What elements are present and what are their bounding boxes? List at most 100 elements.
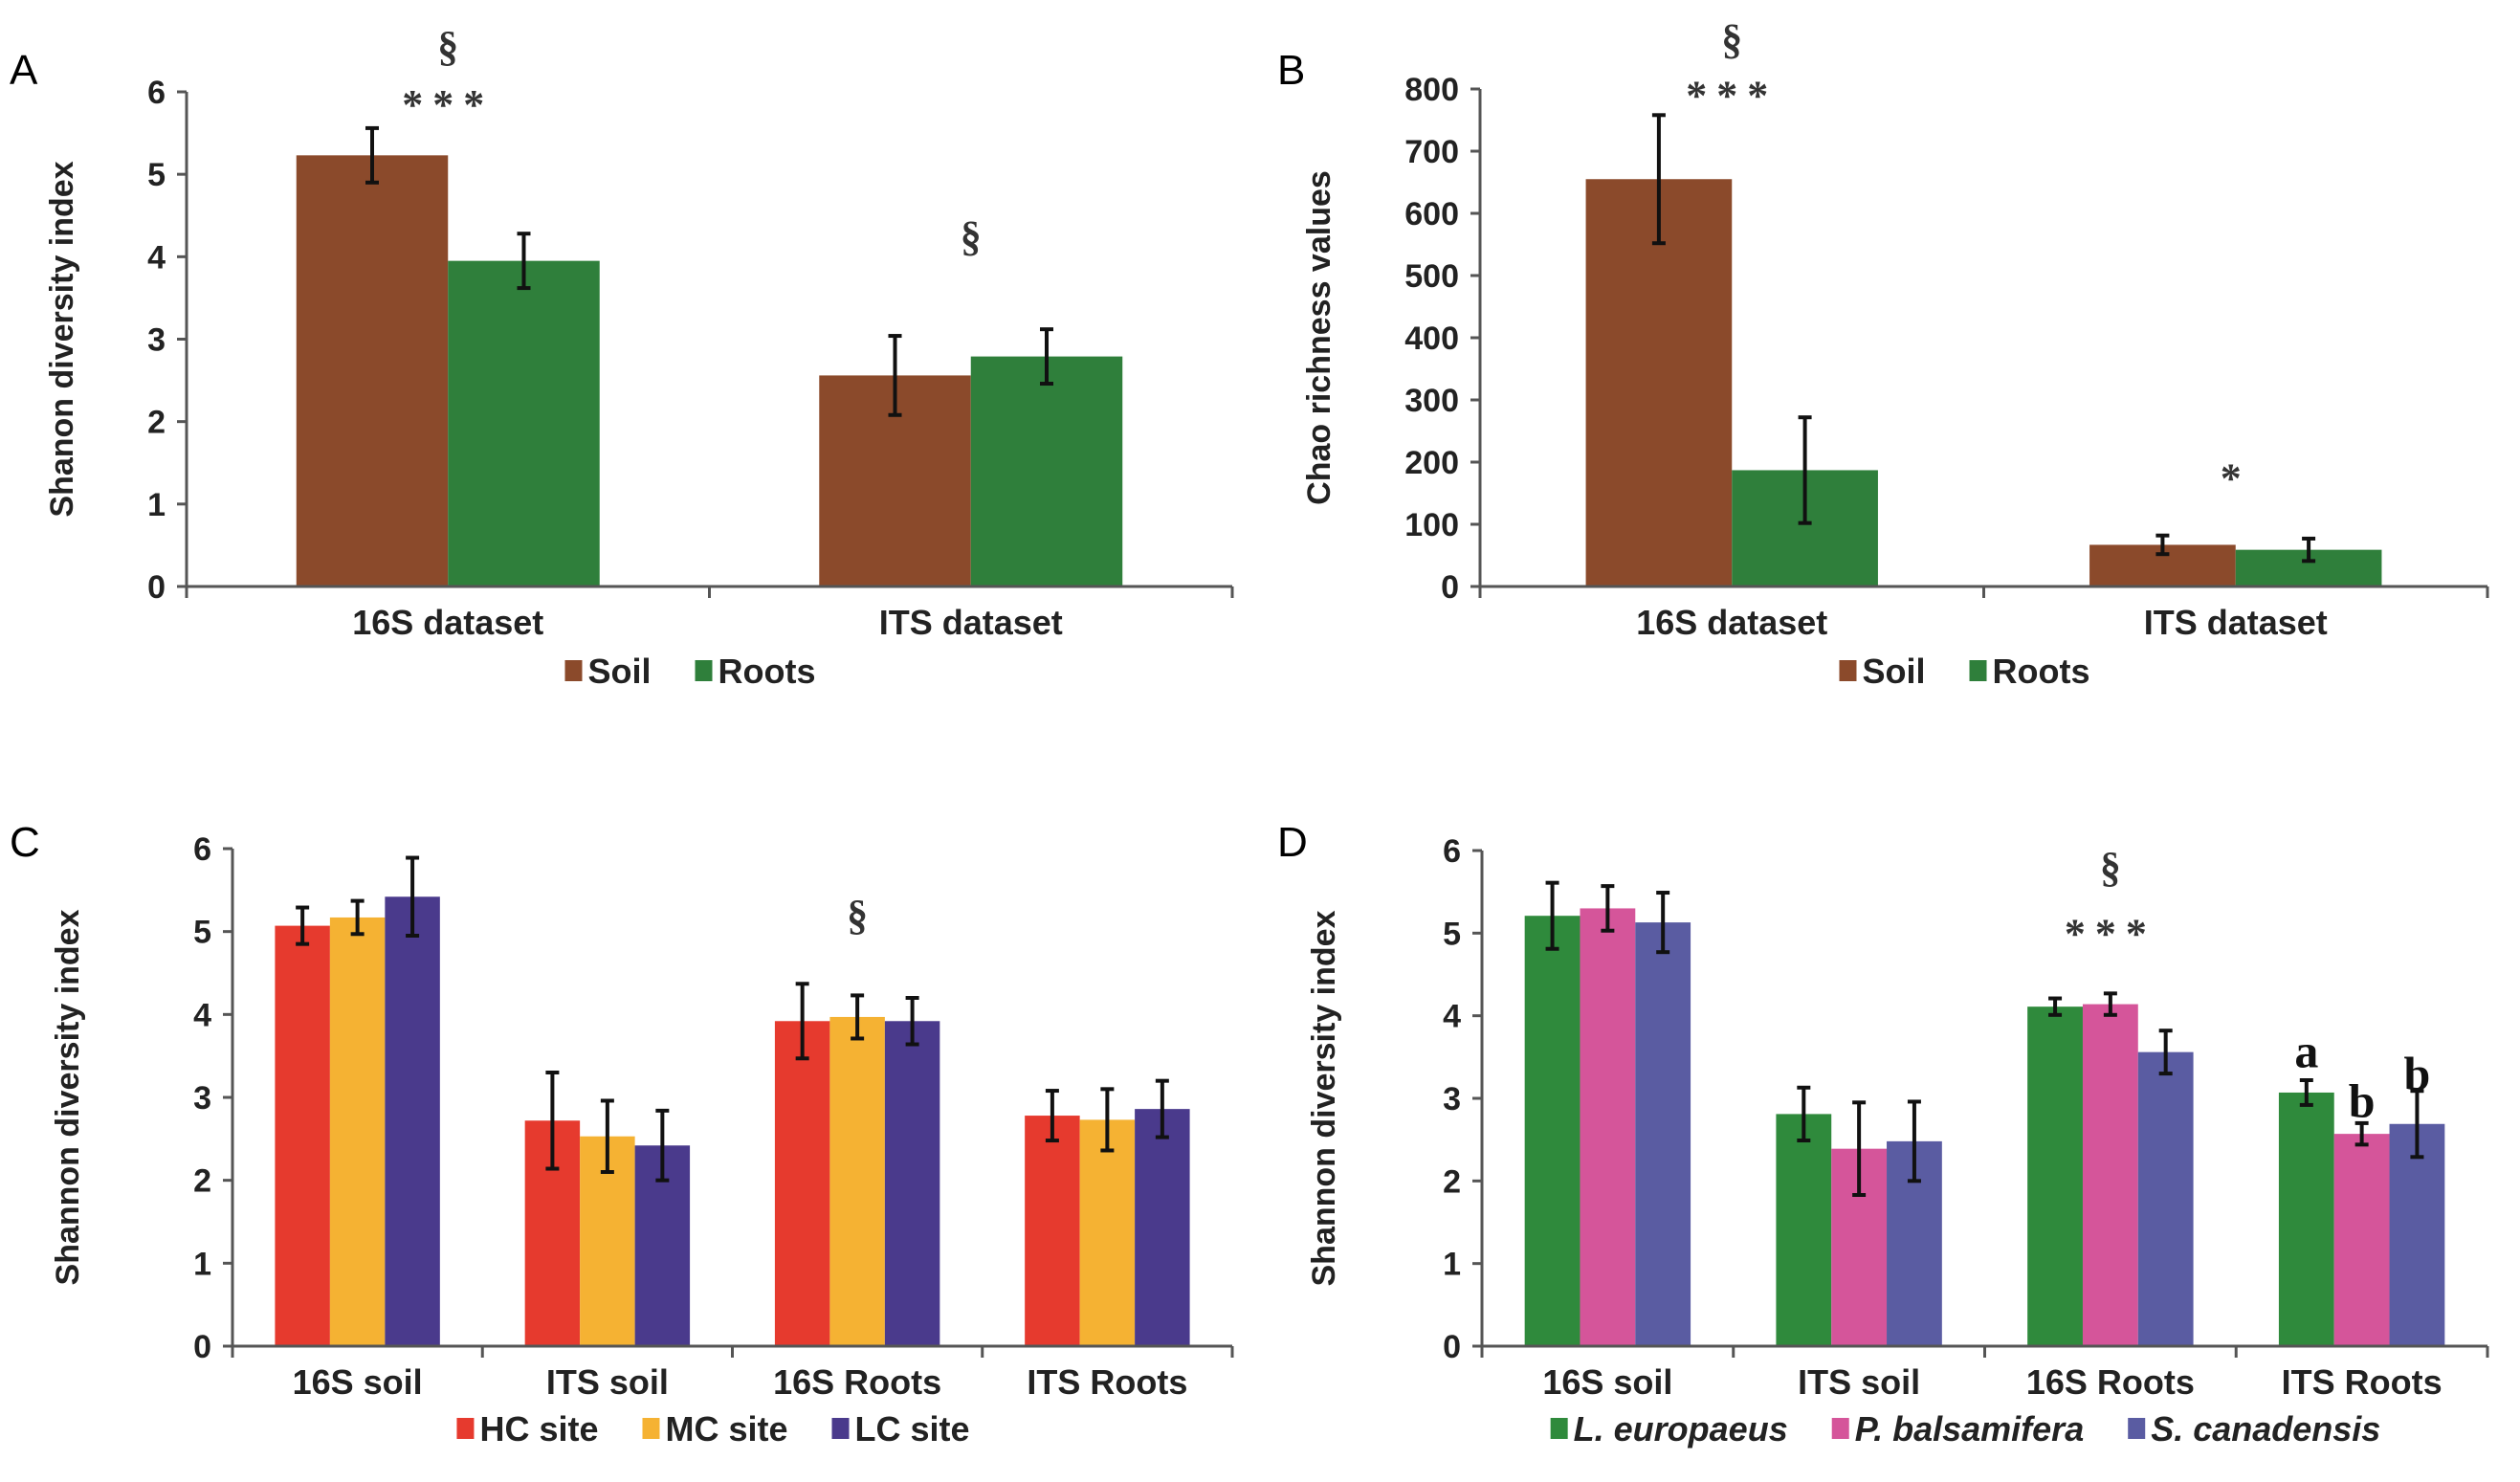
error-bar (1100, 1087, 1115, 1153)
y-tick-label: 5 (193, 915, 211, 951)
error-bar (1907, 1099, 1921, 1183)
y-axis-title: Shannon diversity index (50, 909, 86, 1285)
y-tick-label: 4 (1443, 999, 1461, 1035)
x-tick-label: 16S Roots (2026, 1362, 2195, 1402)
bar (1524, 916, 1581, 1346)
legend-label: L. europaeus (1574, 1409, 1788, 1449)
bar (1135, 1109, 1190, 1346)
significance-annotation: § (847, 892, 868, 939)
error-bar (517, 232, 531, 291)
bar (2027, 1006, 2083, 1346)
y-tick-label: 500 (1404, 258, 1459, 295)
bar (275, 925, 330, 1346)
legend-label: Soil (1862, 652, 1925, 691)
error-bar (350, 898, 365, 937)
error-bar (851, 993, 865, 1041)
y-tick-label: 5 (147, 157, 166, 193)
error-bar (1656, 891, 1670, 955)
y-axis-title: Shannon diversity index (1306, 910, 1342, 1286)
error-bar (2048, 996, 2063, 1017)
legend-swatch (1831, 1418, 1849, 1439)
bar (1776, 1114, 1832, 1346)
significance-annotation: b (2349, 1073, 2376, 1127)
legend-swatch (1969, 660, 1987, 681)
y-tick-label: 0 (193, 1329, 211, 1365)
error-bar (545, 1071, 560, 1171)
legend-label: Roots (1993, 652, 2090, 691)
legend-label: MC site (665, 1409, 787, 1449)
legend-swatch (2128, 1418, 2146, 1439)
y-tick-label: 1 (193, 1246, 211, 1282)
y-tick-label: 3 (193, 1080, 211, 1117)
legend-label: Roots (718, 652, 816, 691)
legend-label: LC site (855, 1409, 970, 1449)
panel-letter: D (1277, 819, 1308, 866)
y-tick-label: 3 (147, 322, 166, 359)
y-tick-label: 6 (193, 831, 211, 868)
error-bar (1852, 1100, 1867, 1198)
y-tick-label: 5 (1443, 916, 1461, 952)
legend-label: Soil (587, 652, 651, 691)
bar (1580, 908, 1636, 1346)
y-tick-label: 300 (1404, 383, 1459, 419)
error-bar (2410, 1089, 2424, 1160)
error-bar (600, 1098, 614, 1174)
x-tick-label: 16S soil (293, 1362, 423, 1402)
x-tick-label: ITS Roots (1027, 1362, 1187, 1402)
error-bar (1797, 1085, 1811, 1143)
bar (2278, 1092, 2334, 1346)
y-axis-title: Shanon diversity index (44, 161, 80, 517)
legend-swatch (1550, 1418, 1568, 1439)
panel-letter: C (10, 819, 40, 866)
y-tick-label: 3 (1443, 1081, 1461, 1117)
y-tick-label: 0 (1443, 1329, 1461, 1365)
y-tick-label: 2 (193, 1163, 211, 1200)
error-bar (2354, 1120, 2369, 1147)
error-bar (1545, 880, 1559, 951)
error-bar (2302, 536, 2316, 564)
y-axis-title: Chao richness values (1301, 170, 1337, 505)
bar (296, 155, 449, 586)
x-tick-label: ITS dataset (879, 603, 1063, 642)
error-bar (1798, 415, 1812, 525)
bar (774, 1021, 830, 1346)
y-tick-label: 0 (147, 569, 166, 606)
y-tick-label: 1 (1443, 1247, 1461, 1283)
error-bar (1045, 1089, 1059, 1143)
x-tick-label: ITS Roots (2282, 1362, 2443, 1402)
bar (448, 260, 600, 586)
error-bar (888, 334, 902, 417)
y-tick-label: 2 (147, 405, 166, 441)
bar (1635, 922, 1691, 1346)
error-bar (1651, 113, 1666, 246)
error-bar (296, 905, 310, 946)
legend-item: Roots (695, 652, 816, 691)
x-tick-label: ITS dataset (2144, 603, 2328, 642)
legend-item: Soil (564, 652, 652, 691)
panel-B: B 0 100 200 300 400 500 600 700 800 16S dataset ITS… (1277, 16, 2489, 691)
error-bar (1601, 884, 1615, 933)
error-bar (365, 125, 380, 185)
bar (2333, 1134, 2390, 1346)
legend-item: HC site (456, 1409, 598, 1449)
legend-label: P. balsamifera (1855, 1409, 2084, 1449)
significance-annotation: § (1721, 16, 1742, 63)
y-tick-label: 0 (1441, 569, 1459, 606)
panel-letter: A (10, 47, 38, 94)
significance-annotation: * (2221, 454, 2251, 501)
bar (1025, 1116, 1080, 1346)
y-tick-label: 200 (1404, 445, 1459, 481)
bar (2389, 1123, 2445, 1346)
error-bar (655, 1108, 670, 1183)
y-tick-label: 700 (1404, 134, 1459, 170)
legend-item: MC site (642, 1409, 788, 1449)
error-bar (1155, 1078, 1169, 1139)
legend: L. europaeus P. balsamifera S. canadensis (1550, 1409, 2380, 1449)
significance-annotation: § (437, 24, 458, 71)
bar (329, 917, 386, 1346)
legend: Soil Roots (1839, 652, 2090, 691)
x-tick-label: 16S dataset (1636, 603, 1827, 642)
bar (1079, 1119, 1136, 1346)
panel-C: C 0 1 2 3 4 5 6 16S soil ITS soil 16S Roots ITS Roo… (10, 819, 1234, 1449)
